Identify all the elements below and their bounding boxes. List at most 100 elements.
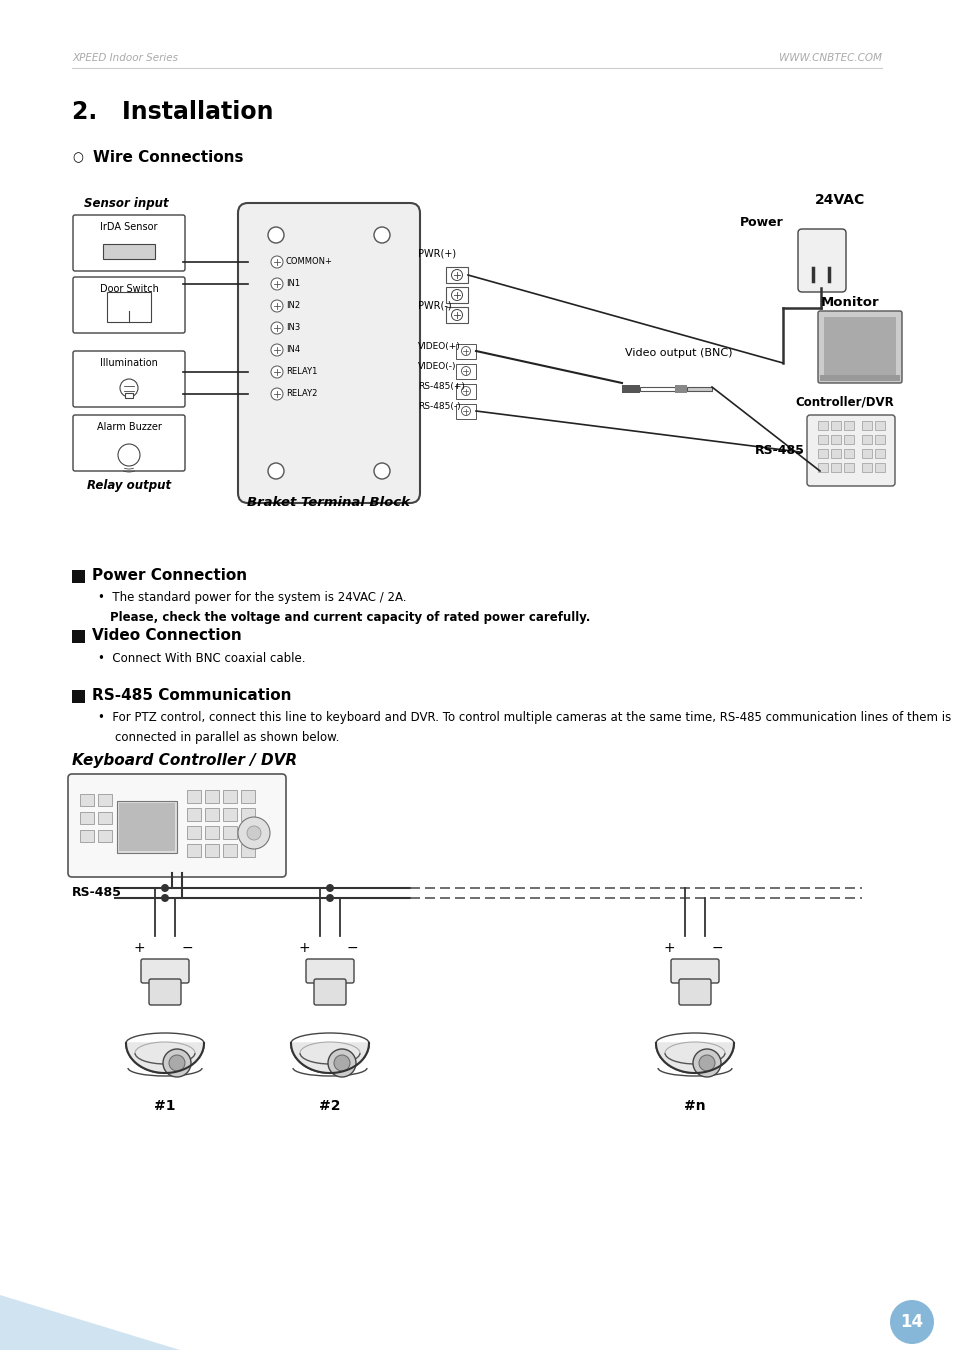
FancyBboxPatch shape: [817, 310, 901, 383]
Circle shape: [271, 323, 283, 333]
Bar: [446, 288, 468, 302]
Bar: [187, 809, 201, 821]
Bar: [71, 630, 85, 643]
Bar: [205, 809, 219, 821]
Bar: [98, 794, 112, 806]
Bar: [223, 809, 236, 821]
Bar: [125, 393, 132, 398]
Text: +: +: [298, 941, 310, 954]
Text: 2.   Installation: 2. Installation: [71, 100, 274, 124]
Circle shape: [451, 289, 462, 301]
Circle shape: [271, 278, 283, 290]
Bar: [98, 830, 112, 842]
Bar: [71, 690, 85, 703]
Text: Power: Power: [740, 216, 783, 230]
Polygon shape: [103, 244, 154, 259]
Polygon shape: [126, 1044, 204, 1073]
Text: 24VAC: 24VAC: [814, 193, 864, 207]
Bar: [456, 344, 476, 359]
FancyBboxPatch shape: [806, 414, 894, 486]
Bar: [223, 844, 236, 857]
Text: Alarm Buzzer: Alarm Buzzer: [96, 423, 161, 432]
Bar: [446, 306, 468, 323]
Circle shape: [163, 1049, 191, 1077]
Text: •  Connect With BNC coaxial cable.: • Connect With BNC coaxial cable.: [98, 652, 305, 664]
Circle shape: [451, 309, 462, 320]
Bar: [843, 421, 853, 431]
Bar: [205, 844, 219, 857]
Text: Relay output: Relay output: [87, 478, 171, 491]
Text: #2: #2: [319, 1099, 340, 1112]
Text: #n: #n: [683, 1099, 705, 1112]
Circle shape: [461, 386, 470, 396]
Bar: [446, 267, 468, 284]
Text: +: +: [133, 941, 145, 954]
Bar: [187, 826, 201, 838]
FancyBboxPatch shape: [306, 958, 354, 983]
Text: IN1: IN1: [286, 279, 300, 289]
Text: Sensor input: Sensor input: [84, 197, 169, 209]
FancyBboxPatch shape: [141, 958, 189, 983]
Text: Keyboard Controller / DVR: Keyboard Controller / DVR: [71, 752, 296, 768]
Bar: [874, 450, 884, 458]
Circle shape: [461, 406, 470, 416]
Bar: [241, 826, 254, 838]
Text: VIDEO(+): VIDEO(+): [417, 342, 460, 351]
Circle shape: [268, 227, 284, 243]
Bar: [223, 826, 236, 838]
Text: XPEED Indoor Series: XPEED Indoor Series: [71, 53, 178, 63]
Text: PWR(-): PWR(-): [417, 300, 451, 310]
Circle shape: [326, 894, 334, 902]
Bar: [241, 790, 254, 803]
Text: Door Switch: Door Switch: [99, 284, 158, 294]
Text: −: −: [710, 941, 722, 954]
Polygon shape: [291, 1044, 369, 1073]
FancyBboxPatch shape: [73, 215, 185, 271]
Circle shape: [461, 347, 470, 355]
FancyBboxPatch shape: [73, 414, 185, 471]
Bar: [823, 317, 895, 375]
Bar: [817, 435, 827, 444]
Bar: [862, 421, 871, 431]
Circle shape: [161, 894, 169, 902]
Circle shape: [334, 1054, 350, 1071]
FancyBboxPatch shape: [149, 979, 181, 1004]
Text: RS-485(+): RS-485(+): [417, 382, 464, 390]
Circle shape: [271, 344, 283, 356]
Text: −: −: [181, 941, 193, 954]
Bar: [80, 811, 94, 824]
Bar: [187, 790, 201, 803]
Bar: [686, 387, 711, 392]
Bar: [817, 463, 827, 472]
FancyBboxPatch shape: [68, 774, 286, 878]
Circle shape: [271, 256, 283, 269]
Text: RS-485: RS-485: [754, 444, 804, 456]
Circle shape: [461, 366, 470, 375]
Circle shape: [374, 227, 390, 243]
Bar: [241, 844, 254, 857]
Circle shape: [699, 1054, 714, 1071]
Circle shape: [271, 387, 283, 400]
Text: RELAY2: RELAY2: [286, 390, 317, 398]
Bar: [830, 421, 841, 431]
Bar: [205, 826, 219, 838]
Bar: [187, 844, 201, 857]
Circle shape: [118, 444, 140, 466]
Text: −: −: [346, 941, 357, 954]
Bar: [456, 364, 476, 379]
Text: IN4: IN4: [286, 346, 300, 355]
Bar: [107, 292, 151, 323]
Text: Video Connection: Video Connection: [91, 629, 241, 644]
Text: Braket Terminal Block: Braket Terminal Block: [247, 495, 410, 509]
Text: PWR(+): PWR(+): [417, 248, 456, 258]
Text: WWW.CNBTEC.COM: WWW.CNBTEC.COM: [779, 53, 882, 63]
Circle shape: [692, 1049, 720, 1077]
Bar: [830, 450, 841, 458]
Bar: [117, 801, 177, 853]
FancyBboxPatch shape: [314, 979, 346, 1004]
FancyBboxPatch shape: [73, 351, 185, 406]
Circle shape: [374, 463, 390, 479]
Bar: [223, 790, 236, 803]
Circle shape: [889, 1300, 933, 1345]
Circle shape: [326, 884, 334, 892]
